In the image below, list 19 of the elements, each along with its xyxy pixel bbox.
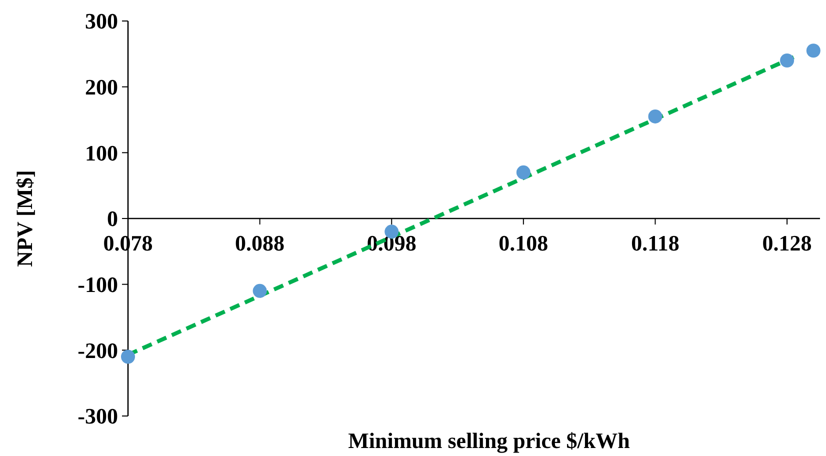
point (648, 109, 662, 124)
point (121, 350, 135, 364)
y-tick-label: 100 (85, 140, 118, 166)
x-axis-title: Minimum selling price $/kWh (348, 428, 630, 453)
y-tick-label: -100 (78, 272, 118, 298)
point (516, 165, 530, 180)
x-tick-label: 0.128 (762, 230, 812, 256)
x-tick-label: 0.088 (235, 230, 285, 256)
y-tick-label: -200 (78, 338, 118, 363)
y-axis-title: NPV [M$] (12, 170, 37, 267)
x-tick-label: 0.118 (631, 230, 680, 256)
point (780, 54, 794, 68)
y-tick-label: 300 (85, 8, 118, 34)
x-tick-label: 0.108 (498, 230, 548, 256)
y-tick-label: 200 (85, 74, 118, 100)
y-tick-label: 0 (107, 206, 118, 232)
point (806, 44, 820, 58)
y-tick-label: -300 (78, 404, 118, 429)
point (252, 284, 267, 298)
